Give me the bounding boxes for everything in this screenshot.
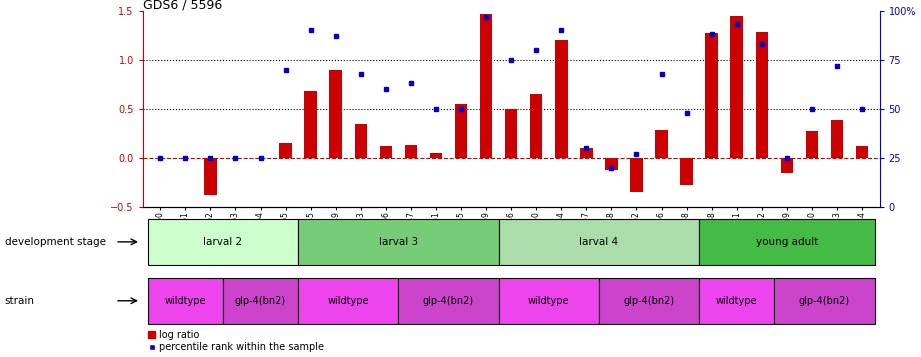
Text: wildtype: wildtype (528, 296, 569, 306)
Bar (330, 70, 342, 158)
Text: GDS6 / 5596: GDS6 / 5596 (143, 0, 222, 12)
Bar (455, 104, 467, 158)
Bar (379, 146, 392, 158)
Bar (806, 131, 818, 158)
Bar (204, 158, 216, 195)
Bar (630, 158, 643, 192)
Text: wildtype: wildtype (328, 296, 369, 306)
Text: glp-4(bn2): glp-4(bn2) (235, 296, 286, 306)
Text: larval 2: larval 2 (204, 237, 242, 247)
Text: glp-4(bn2): glp-4(bn2) (624, 296, 674, 306)
Bar (498, 278, 599, 324)
Text: strain: strain (5, 296, 35, 306)
Text: wildtype: wildtype (716, 296, 757, 306)
Text: glp-4(bn2): glp-4(bn2) (423, 296, 474, 306)
Text: young adult: young adult (755, 237, 818, 247)
Text: development stage: development stage (5, 237, 106, 247)
Bar (279, 143, 292, 158)
Bar (355, 124, 367, 158)
Bar (530, 94, 542, 158)
Text: larval 4: larval 4 (579, 237, 618, 247)
Bar (147, 219, 298, 265)
Bar (781, 158, 793, 173)
Bar (555, 40, 567, 158)
Bar (681, 158, 693, 186)
Bar (404, 145, 417, 158)
Bar (775, 278, 875, 324)
Bar (430, 153, 442, 158)
Bar (480, 14, 493, 158)
Bar (599, 278, 699, 324)
Bar (831, 120, 844, 158)
Text: glp-4(bn2): glp-4(bn2) (799, 296, 850, 306)
Bar (223, 278, 298, 324)
Bar (498, 219, 699, 265)
Legend: log ratio, percentile rank within the sample: log ratio, percentile rank within the sa… (147, 330, 324, 352)
Bar (298, 219, 498, 265)
Bar (298, 278, 399, 324)
Bar (399, 278, 498, 324)
Bar (730, 16, 743, 158)
Text: larval 3: larval 3 (379, 237, 418, 247)
Bar (699, 278, 775, 324)
Bar (505, 109, 518, 158)
Bar (147, 278, 223, 324)
Bar (856, 146, 869, 158)
Bar (755, 32, 768, 158)
Bar (605, 158, 618, 170)
Text: wildtype: wildtype (165, 296, 206, 306)
Bar (699, 219, 875, 265)
Bar (305, 91, 317, 158)
Bar (655, 131, 668, 158)
Bar (580, 148, 592, 158)
Bar (705, 33, 717, 158)
